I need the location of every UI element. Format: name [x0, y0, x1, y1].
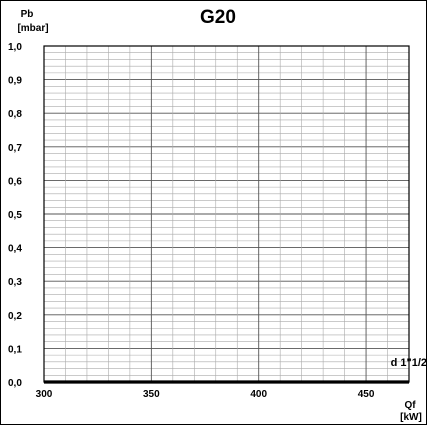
ticks-layer: 0,0 0,1 0,2 0,3 0,4 0,5 0,6 0,7 0,8 0,9 1,0 300 350 4… [8, 42, 375, 400]
y-tick-label: 0,4 [8, 244, 22, 255]
chart-title: G20 [200, 7, 236, 28]
y-tick-label: 0,3 [8, 277, 22, 288]
y-tick-label: 0,5 [8, 210, 22, 221]
x-tick-label: 300 [36, 389, 53, 400]
y-tick-label: 0,1 [8, 344, 22, 355]
y-tick-label: 1,0 [8, 42, 22, 53]
y-tick-label: 0,8 [8, 109, 22, 120]
series-label-d-1-1-2: d 1"1/2 [391, 357, 427, 369]
y-tick-label: 0,7 [8, 143, 22, 154]
y-axis-label-unit: [mbar] [17, 23, 48, 34]
y-tick-label: 0,6 [8, 176, 22, 187]
x-tick-label: 350 [143, 389, 160, 400]
y-tick-label: 0,2 [8, 311, 22, 322]
x-tick-label: 400 [250, 389, 267, 400]
x-tick-label: 450 [358, 389, 375, 400]
grid-layer [44, 46, 409, 382]
x-axis-label-symbol: Qf [404, 400, 416, 411]
y-tick-label: 0,9 [8, 76, 22, 87]
y-tick-label: 0,0 [8, 378, 22, 389]
x-axis-label-unit: [kW] [400, 412, 422, 423]
y-axis-label-symbol: Pb [21, 9, 34, 20]
